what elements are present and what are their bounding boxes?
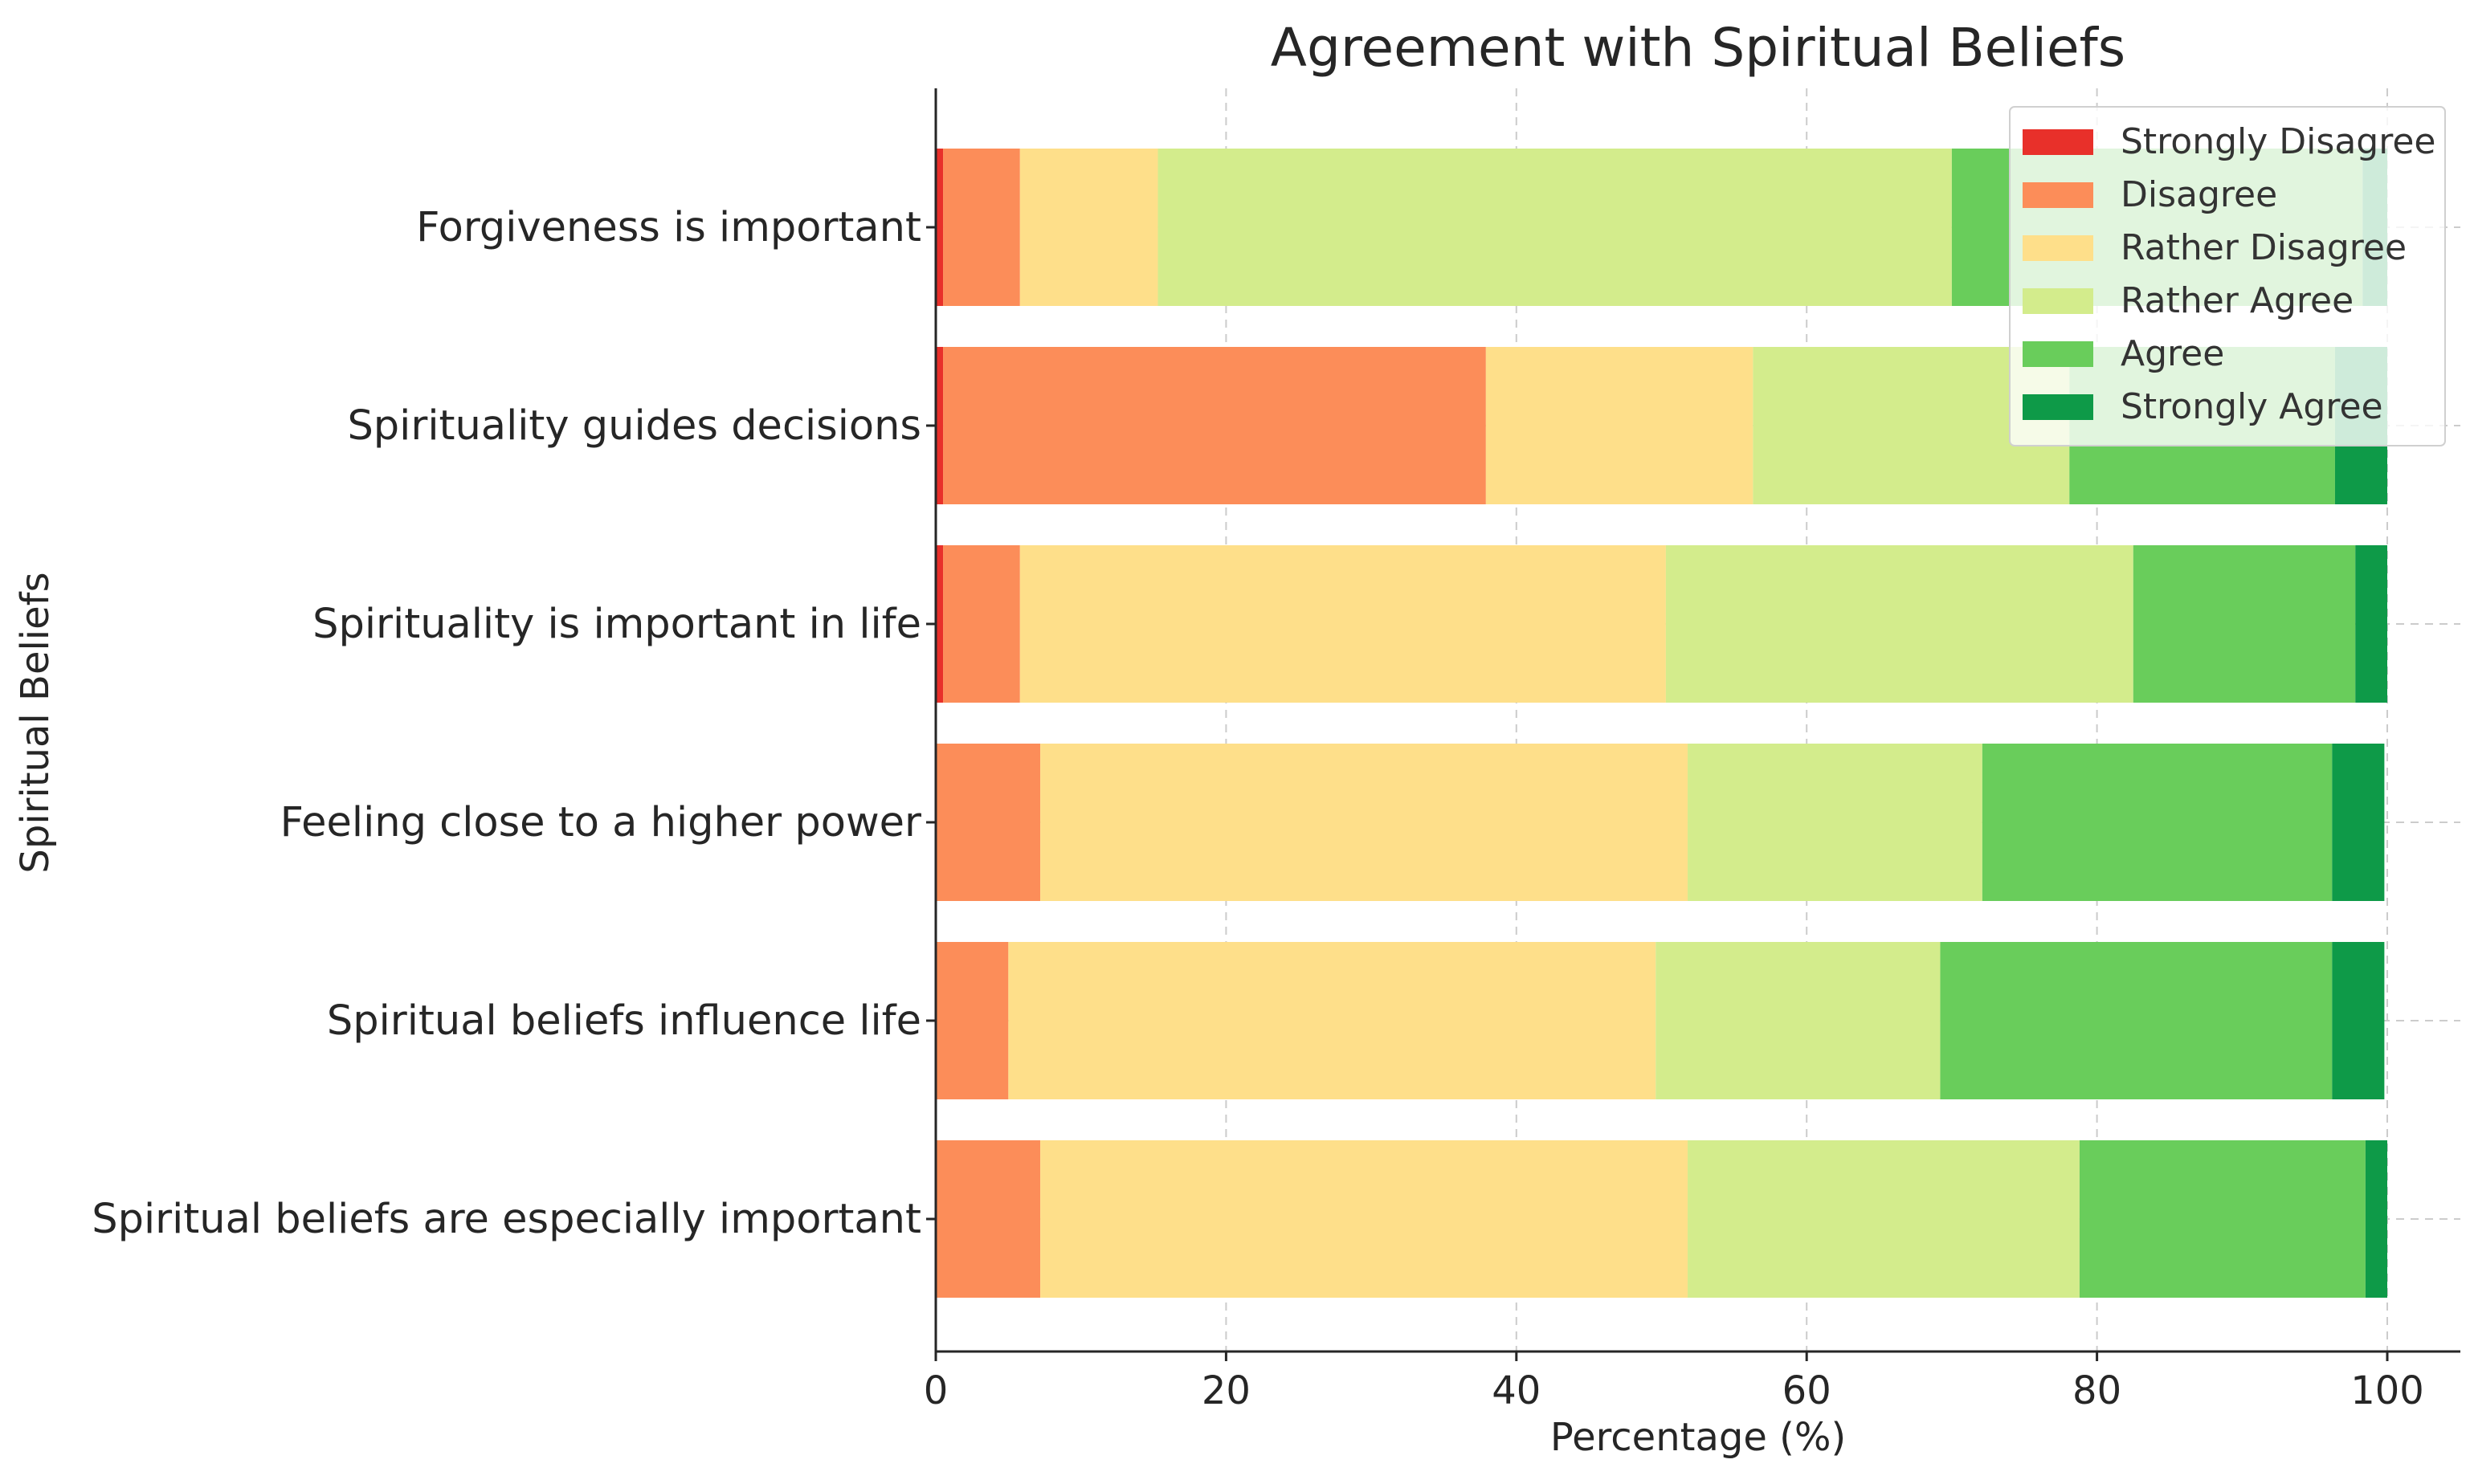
category-label: Spiritual beliefs are especially importa… [92, 1196, 921, 1243]
x-tick-label: 100 [2350, 1368, 2424, 1413]
legend-swatch [2023, 182, 2093, 208]
bar-segment [1040, 1140, 1688, 1298]
bar-segment [936, 545, 944, 703]
x-tick-label: 60 [1782, 1368, 1831, 1413]
legend-swatch [2023, 235, 2093, 261]
bar-segment [943, 545, 1020, 703]
legend-label: Rather Agree [2121, 280, 2354, 321]
bar-segment [1019, 149, 1158, 306]
bar-segment [936, 347, 944, 504]
legend-label: Strongly Disagree [2121, 121, 2435, 162]
category-label: Spiritual beliefs influence life [327, 997, 921, 1045]
category-label: Spirituality is important in life [312, 601, 921, 648]
bar-segment [2332, 744, 2385, 901]
chart-legend: Strongly Disagree Disagree Rather Disagree… [2009, 106, 2446, 446]
bar-segment [936, 744, 1041, 901]
bar-segment [2133, 545, 2356, 703]
x-tick-label: 40 [1492, 1368, 1541, 1413]
bar-segment [1982, 744, 2333, 901]
bar-segment [1008, 942, 1656, 1099]
bar-segment [2332, 942, 2385, 1099]
legend-swatch [2023, 394, 2093, 420]
bar-segment [2079, 1140, 2366, 1298]
bar-segment [936, 149, 944, 306]
category-label: Spirituality guides decisions [347, 402, 921, 450]
bar-segment [1688, 1140, 2080, 1298]
bar-segment [943, 149, 1020, 306]
bar-segment [936, 942, 1009, 1099]
legend-label: Rather Disagree [2121, 227, 2407, 268]
legend-label: Disagree [2121, 174, 2277, 215]
legend-swatch [2023, 288, 2093, 314]
legend-label: Strongly Agree [2121, 386, 2383, 427]
bar-segment [1040, 744, 1688, 901]
x-tick-label: 80 [2072, 1368, 2121, 1413]
x-axis-label: Percentage (%) [1550, 1415, 1846, 1460]
category-label: Feeling close to a higher power [280, 799, 921, 846]
bar-segment [1485, 347, 1753, 504]
x-tick-label: 20 [1202, 1368, 1251, 1413]
chart-title: Agreement with Spiritual Beliefs [1271, 17, 2125, 79]
bar-segment [1019, 545, 1666, 703]
bar-segment [2355, 545, 2387, 703]
bar-segment [1940, 942, 2333, 1099]
x-tick-label: 0 [924, 1368, 949, 1413]
bar-segment [2365, 1140, 2387, 1298]
legend-label: Agree [2121, 333, 2224, 374]
legend-box [2009, 106, 2446, 446]
bar-segment [943, 347, 1486, 504]
legend-swatch [2023, 341, 2093, 367]
legend-swatch [2023, 129, 2093, 155]
bar-segment [1656, 942, 1941, 1099]
bar-segment [936, 1140, 1041, 1298]
bar-segment [1688, 744, 1982, 901]
bar-segment [1665, 545, 2133, 703]
category-label: Forgiveness is important [416, 204, 921, 251]
bar-segment [1157, 149, 1952, 306]
y-axis-label: Spiritual Beliefs [13, 572, 58, 873]
